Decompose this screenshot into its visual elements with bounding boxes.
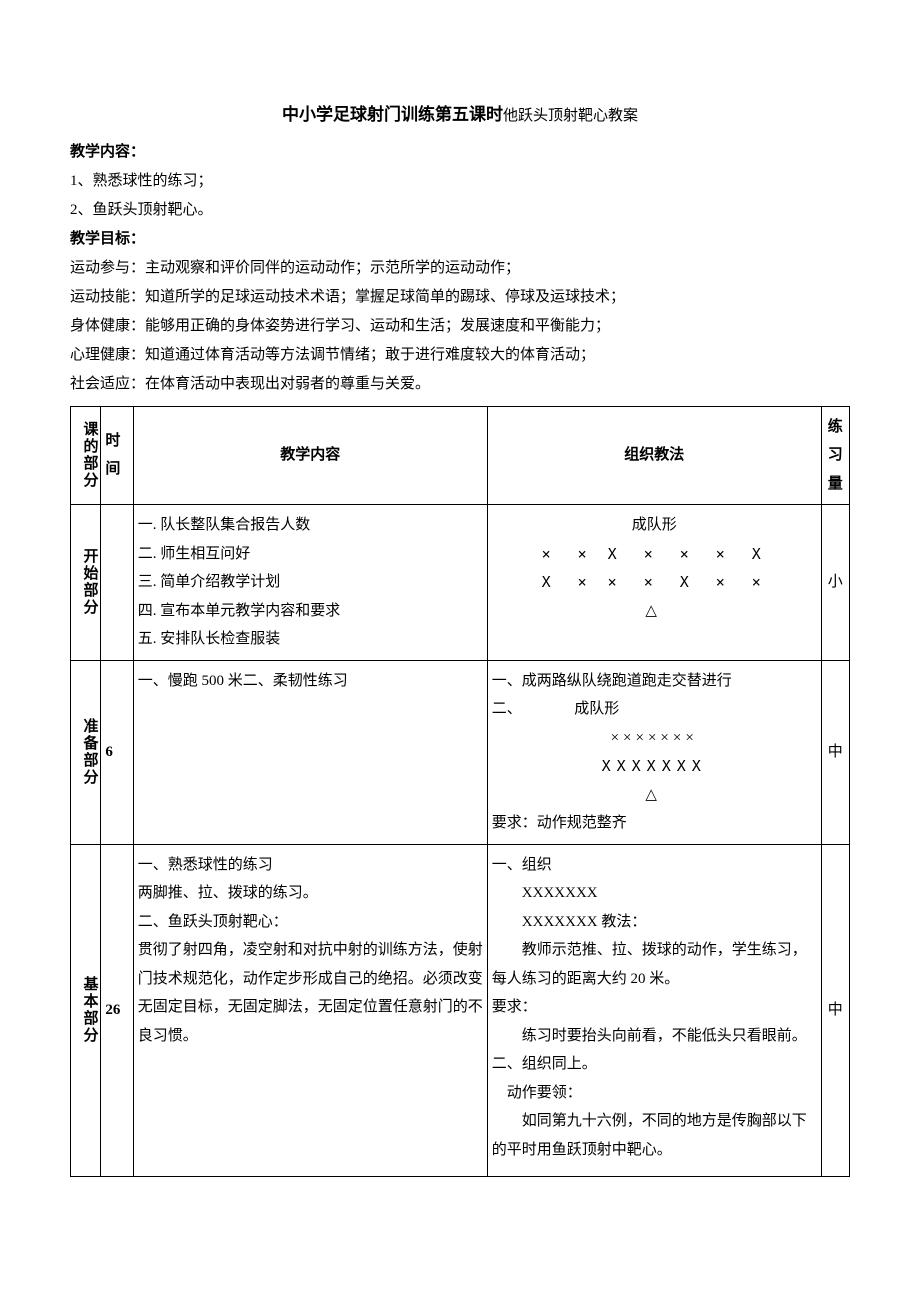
row-amount: 中 bbox=[821, 660, 849, 844]
formation-diagram: △ bbox=[492, 781, 817, 810]
content-section-label: 教学内容： bbox=[70, 139, 850, 166]
title-sub: 他跃头顶射靶心教案 bbox=[503, 108, 638, 124]
formation-diagram: XXXXXXX 教法： bbox=[492, 908, 817, 937]
header-content: 教学内容 bbox=[133, 406, 487, 505]
row-section: 基本部分 bbox=[71, 844, 101, 1177]
row-time: 26 bbox=[101, 844, 133, 1177]
goal-item: 心理健康：知道通过体育活动等方法调节情绪；敢于进行难度较大的体育活动； bbox=[70, 342, 850, 369]
goal-item: 运动技能：知道所学的足球运动技术术语；掌握足球简单的踢球、停球及运球技术； bbox=[70, 284, 850, 311]
row-method: 一、组织 XXXXXXX XXXXXXX 教法： 教师示范推、拉、拨球的动作，学… bbox=[487, 844, 821, 1177]
table-row: 基本部分 26 一、熟悉球性的练习 两脚推、拉、拨球的练习。 二、鱼跃头顶射靶心… bbox=[71, 844, 850, 1177]
row-time: 6 bbox=[101, 660, 133, 844]
goal-item: 运动参与：主动观察和评价同伴的运动动作；示范所学的运动动作； bbox=[70, 255, 850, 282]
header-section: 课的部分 bbox=[71, 406, 101, 505]
formation-diagram: ××××××× bbox=[492, 724, 817, 753]
row-time bbox=[101, 505, 133, 661]
row-amount: 中 bbox=[821, 844, 849, 1177]
goal-item: 社会适应：在体育活动中表现出对弱者的尊重与关爱。 bbox=[70, 371, 850, 398]
row-content: 一. 队长整队集合报告人数 二. 师生相互问好 三. 简单介绍教学计划 四. 宣… bbox=[133, 505, 487, 661]
row-content: 一、慢跑 500 米二、柔韧性练习 bbox=[133, 660, 487, 844]
row-amount: 小 bbox=[821, 505, 849, 661]
table-row: 开始部分 一. 队长整队集合报告人数 二. 师生相互问好 三. 简单介绍教学计划… bbox=[71, 505, 850, 661]
row-section: 开始部分 bbox=[71, 505, 101, 661]
formation-diagram: XXXXXXX bbox=[492, 879, 817, 908]
row-content: 一、熟悉球性的练习 两脚推、拉、拨球的练习。 二、鱼跃头顶射靶心： 贯彻了射四角… bbox=[133, 844, 487, 1177]
row-method: 成队形 × × X × × × X X × × × X × × △ bbox=[487, 505, 821, 661]
table-header-row: 课的部分 时间 教学内容 组织教法 练习量 bbox=[71, 406, 850, 505]
formation-diagram: X × × × X × × bbox=[492, 568, 817, 597]
content-item: 2、鱼跃头顶射靶心。 bbox=[70, 197, 850, 224]
table-row: 准备部分 6 一、慢跑 500 米二、柔韧性练习 一、成两路纵队绕跑道跑走交替进… bbox=[71, 660, 850, 844]
formation-diagram: × × X × × × X bbox=[492, 540, 817, 569]
goal-item: 身体健康：能够用正确的身体姿势进行学习、运动和生活；发展速度和平衡能力； bbox=[70, 313, 850, 340]
header-method: 组织教法 bbox=[487, 406, 821, 505]
header-amount: 练习量 bbox=[821, 406, 849, 505]
goal-section-label: 教学目标： bbox=[70, 226, 850, 253]
formation-diagram: XXXXXXX bbox=[492, 752, 817, 781]
title-main: 中小学足球射门训练第五课时 bbox=[282, 105, 503, 124]
header-time: 时间 bbox=[101, 406, 133, 505]
content-item: 1、熟悉球性的练习； bbox=[70, 168, 850, 195]
row-method: 一、成两路纵队绕跑道跑走交替进行 二、 成队形 ××××××× XXXXXXX … bbox=[487, 660, 821, 844]
lesson-table: 课的部分 时间 教学内容 组织教法 练习量 开始部分 一. 队长整队集合报告人数… bbox=[70, 406, 850, 1178]
row-section: 准备部分 bbox=[71, 660, 101, 844]
page-title: 中小学足球射门训练第五课时他跃头顶射靶心教案 bbox=[70, 100, 850, 131]
formation-diagram: △ bbox=[492, 597, 817, 626]
